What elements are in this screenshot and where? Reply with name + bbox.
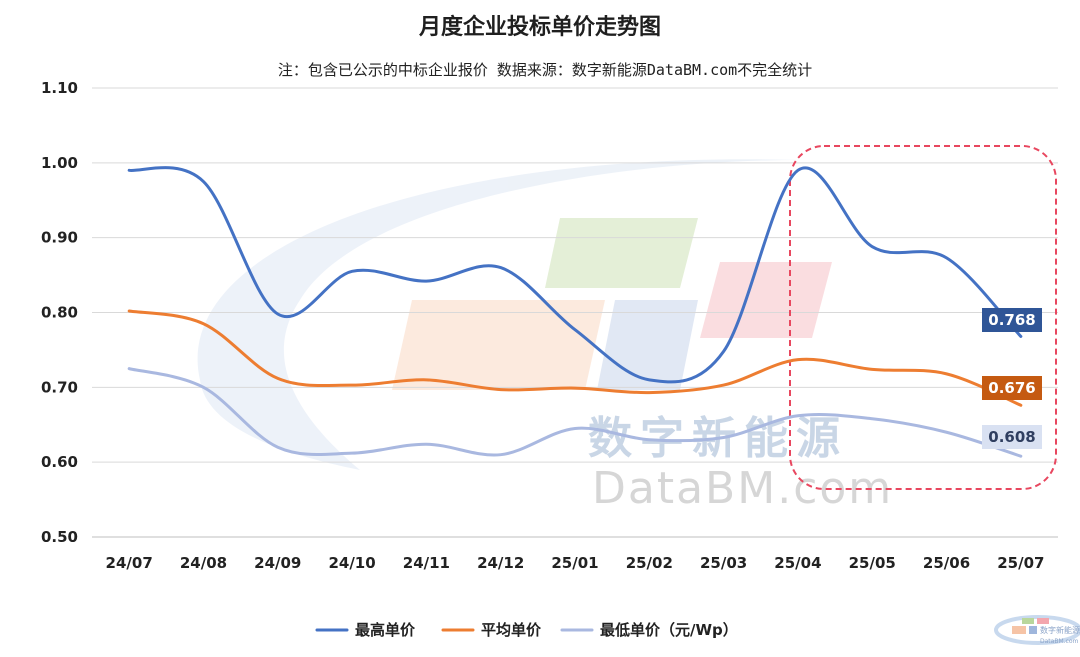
corner-logo-block-green (1022, 618, 1034, 624)
y-axis: 1.10 1.00 0.90 0.80 0.70 0.60 0.50 (41, 79, 78, 546)
watermark-graphic (197, 159, 832, 470)
legend-label: 平均单价 (481, 621, 542, 639)
y-tick-label: 0.50 (41, 528, 78, 546)
series-line (127, 367, 1023, 458)
corner-logo: 数字新能源 DataBM.com (994, 615, 1080, 645)
x-tick-label: 25/07 (997, 554, 1044, 572)
x-axis: 24/07 24/08 24/09 24/10 24/11 24/12 25/01 25/02… (106, 554, 1045, 572)
x-tick-label: 25/03 (700, 554, 747, 572)
legend-label: 最高单价 (355, 621, 416, 639)
grid-lines (92, 87, 1058, 538)
x-tick-label: 24/10 (328, 554, 375, 572)
watermark-green-block (545, 218, 698, 288)
y-tick-label: 0.70 (41, 378, 78, 396)
corner-logo-text: 数字新能源 (1040, 625, 1080, 635)
end-label: 0.676 (988, 379, 1035, 397)
x-tick-label: 25/06 (923, 554, 970, 572)
x-tick-label: 24/07 (106, 554, 153, 572)
y-tick-label: 0.60 (41, 453, 78, 471)
x-tick-label: 25/04 (774, 554, 821, 572)
series-lines (127, 166, 1023, 458)
watermark-blue-block (597, 300, 698, 390)
y-tick-label: 1.10 (41, 79, 78, 97)
x-tick-label: 25/05 (849, 554, 896, 572)
end-labels: 0.768 0.676 0.608 (982, 308, 1042, 449)
y-tick-label: 0.80 (41, 304, 78, 322)
corner-logo-block-blue (1029, 626, 1037, 634)
chart-subtitle: 注：包含已公示的中标企业报价 数据来源：数字新能源DataBM.com不完全统计 (278, 61, 812, 79)
end-label: 0.768 (988, 311, 1035, 329)
end-label-box (982, 308, 1042, 332)
x-tick-label: 24/08 (180, 554, 227, 572)
x-tick-label: 24/12 (477, 554, 524, 572)
legend: 最高单价 平均单价 最低单价（元/Wp） (315, 621, 738, 639)
x-tick-label: 25/02 (626, 554, 673, 572)
x-tick-label: 24/09 (254, 554, 301, 572)
series-line (127, 166, 1023, 384)
y-tick-label: 1.00 (41, 154, 78, 172)
watermark-swoosh (197, 159, 800, 470)
corner-logo-block-red (1037, 618, 1049, 624)
end-label: 0.608 (988, 428, 1035, 446)
watermark-orange-block (392, 300, 605, 390)
corner-logo-ring (994, 615, 1080, 645)
legend-label: 最低单价（元/Wp） (600, 621, 738, 639)
x-tick-label: 25/01 (551, 554, 598, 572)
x-tick-label: 24/11 (403, 554, 450, 572)
corner-logo-block-orange (1012, 626, 1026, 634)
chart-title: 月度企业投标单价走势图 (418, 14, 661, 40)
watermark-red-block (700, 262, 832, 338)
end-label-box (982, 425, 1042, 449)
y-tick-label: 0.90 (41, 229, 78, 247)
corner-logo-subtext: DataBM.com (1040, 638, 1078, 645)
end-label-box (982, 376, 1042, 400)
